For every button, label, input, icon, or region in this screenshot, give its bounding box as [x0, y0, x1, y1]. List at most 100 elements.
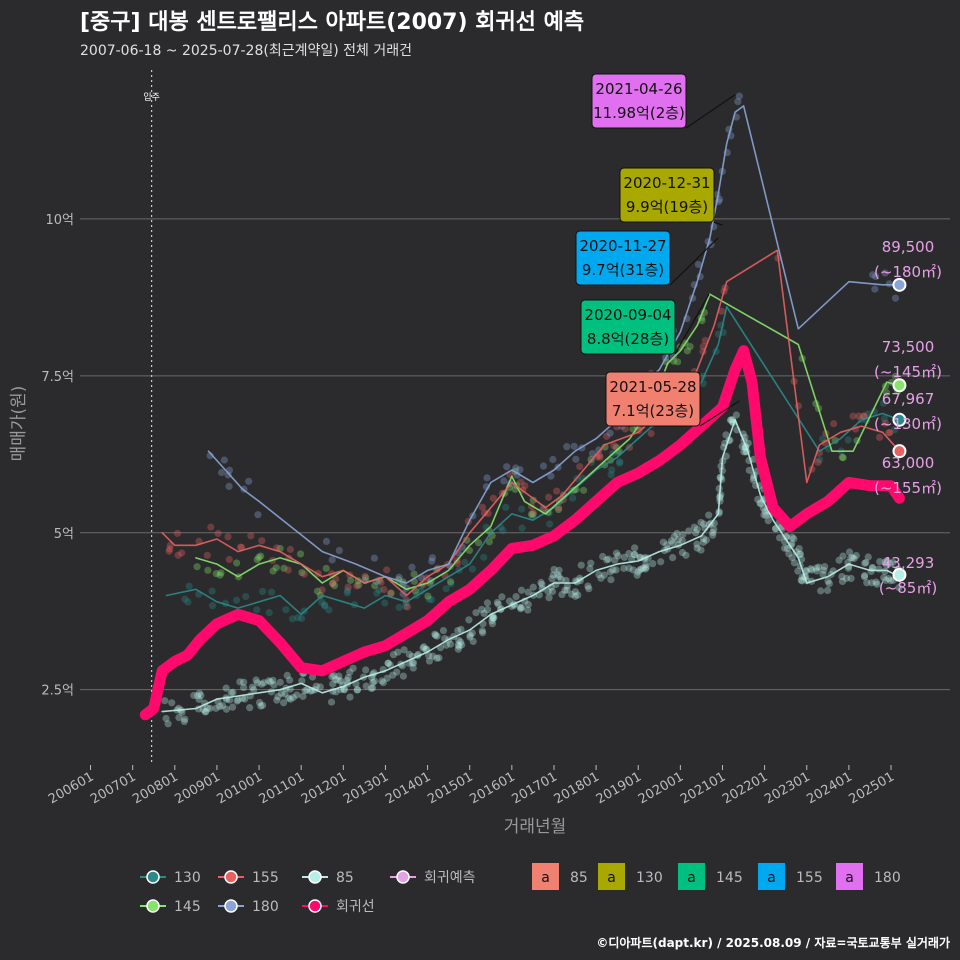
scatter-point	[881, 419, 889, 427]
scatter-point	[446, 640, 455, 648]
scatter-point	[845, 548, 854, 556]
scatter-point	[410, 570, 418, 578]
scatter-point	[362, 666, 370, 674]
scatter-point	[760, 511, 768, 519]
x-tick-label: 201801	[552, 769, 602, 807]
scatter-point	[516, 603, 524, 611]
scatter-point	[201, 708, 209, 716]
scatter-point	[802, 567, 810, 575]
scatter-point	[337, 677, 345, 685]
scatter-point	[629, 566, 637, 574]
scatter-point	[838, 572, 846, 581]
scatter-point	[814, 458, 822, 466]
scatter-point	[362, 574, 370, 582]
callout-date: 2021-04-26	[595, 80, 682, 98]
endpoint-marker	[892, 277, 907, 292]
scatter-point	[682, 551, 690, 559]
scatter-point	[387, 589, 395, 597]
legend-swatch-box	[532, 863, 559, 890]
chart-subtitle: 2007-06-18 ~ 2025-07-28(최근계약일) 전체 거래건	[80, 43, 412, 59]
callout-price: 9.9억(19층)	[626, 198, 708, 216]
scatter-point	[353, 685, 362, 694]
endpoint-area-label: (~130㎡)	[874, 415, 942, 433]
callout-date: 2021-05-28	[609, 378, 696, 396]
scatter-point	[181, 595, 189, 603]
scatter-point	[168, 699, 176, 707]
scatter-point	[882, 576, 890, 584]
x-tick-label: 201101	[257, 769, 307, 807]
scatter-point	[403, 603, 412, 611]
scatter-point	[162, 714, 170, 723]
source-caption: ©디아파트(dapt.kr) / 2025.08.09 / 자료=국토교통부 실…	[596, 936, 950, 950]
scatter-point	[699, 538, 708, 546]
x-tick-label: 201701	[509, 769, 559, 807]
scatter-point	[165, 547, 173, 555]
scatter-point	[614, 552, 622, 560]
scatter-point	[637, 565, 645, 573]
scatter-point	[606, 568, 614, 576]
scatter-point	[375, 586, 383, 594]
scatter-point	[242, 592, 250, 601]
scatter-point	[420, 643, 428, 651]
series-line-130	[165, 306, 901, 616]
scatter-point	[817, 587, 825, 595]
scatter-point	[558, 590, 566, 599]
scatter-point	[873, 580, 881, 588]
scatter-point	[322, 537, 331, 546]
scatter-point	[329, 680, 337, 688]
scatter-point	[455, 636, 463, 644]
scatter-point	[537, 578, 545, 587]
scatter-point	[838, 453, 846, 461]
scatter-point	[518, 603, 526, 612]
scatter-point	[174, 551, 182, 559]
scatter-point	[478, 605, 486, 614]
scatter-point	[610, 442, 618, 450]
scatter-point	[745, 466, 753, 474]
callout-price: 7.1억(23층)	[612, 402, 694, 420]
scatter-point	[346, 576, 355, 584]
scatter-point	[527, 510, 536, 518]
scatter-point	[603, 556, 611, 564]
scatter-point	[517, 586, 526, 594]
scatter-point	[568, 590, 576, 599]
scatter-point	[738, 442, 746, 451]
series-line-145	[195, 293, 901, 591]
scatter-point	[489, 614, 497, 622]
scatter-point	[847, 574, 855, 583]
scatter-point	[881, 269, 889, 277]
legend-box-glyph: a	[541, 870, 550, 886]
scatter-point	[839, 552, 847, 560]
scatter-point	[240, 683, 248, 692]
scatter-point	[710, 525, 718, 533]
scatter-point	[299, 692, 307, 700]
scatter-point	[455, 642, 463, 650]
scatter-point	[330, 582, 339, 590]
scatter-point	[236, 543, 245, 551]
scatter-point	[602, 432, 611, 440]
scatter-point	[312, 682, 320, 690]
scatter-point	[353, 686, 361, 694]
scatter-point	[355, 581, 363, 589]
scatter-point	[197, 691, 205, 700]
scatter-point	[316, 683, 324, 691]
scatter-point	[524, 588, 532, 596]
scatter-point	[678, 536, 686, 545]
scatter-point	[457, 625, 465, 633]
scatter-point	[588, 450, 597, 458]
scatter-point	[604, 555, 612, 563]
scatter-point	[301, 687, 309, 695]
scatter-point	[563, 582, 571, 590]
scatter-point	[812, 564, 821, 572]
scatter-point	[722, 452, 730, 460]
scatter-point	[861, 559, 869, 567]
scatter-point	[335, 546, 343, 555]
callout-box	[591, 73, 687, 129]
scatter-point	[240, 678, 248, 686]
callout-box	[575, 230, 671, 286]
scatter-point	[229, 688, 237, 696]
scatter-point	[433, 654, 441, 662]
scatter-point	[425, 657, 434, 665]
scatter-point	[757, 500, 765, 508]
chart-title: [중구] 대봉 센트로팰리스 아파트(2007) 회귀선 예측	[80, 10, 585, 35]
scatter-point	[480, 609, 488, 618]
